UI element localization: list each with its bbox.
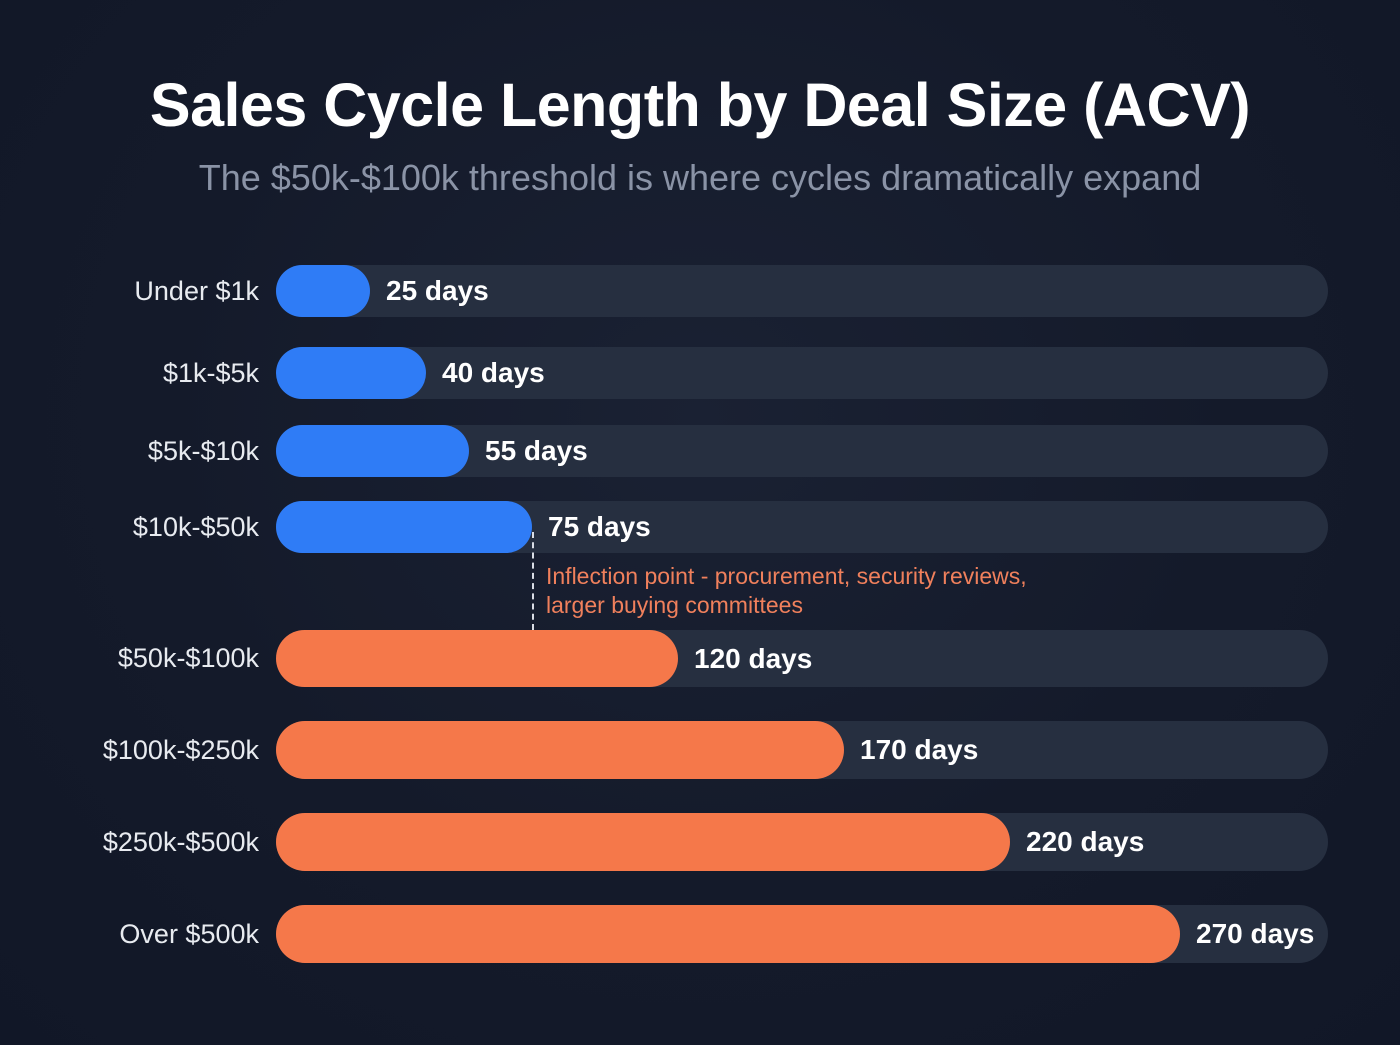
chart-title: Sales Cycle Length by Deal Size (ACV) — [149, 71, 1251, 139]
bar-row: $1k-$5k 40 days — [0, 347, 1400, 399]
bar-row: $5k-$10k 55 days — [0, 425, 1400, 477]
category-label: $1k-$5k — [162, 357, 259, 388]
bar — [276, 265, 370, 317]
category-label: $100k-$250k — [102, 734, 259, 765]
bar — [276, 347, 426, 399]
value-label: 25 days — [386, 275, 489, 306]
bar — [276, 501, 532, 553]
value-label: 270 days — [1196, 918, 1315, 949]
bar — [276, 630, 678, 687]
category-label: $5k-$10k — [147, 435, 259, 466]
chart-subtitle: The $50k-$100k threshold is where cycles… — [198, 157, 1202, 198]
bar — [276, 905, 1180, 963]
bar — [276, 425, 469, 477]
value-label: 40 days — [442, 357, 545, 388]
value-label: 170 days — [860, 734, 979, 765]
bar — [276, 721, 844, 779]
inflection-annotation: Inflection point - procurement, security… — [546, 562, 1027, 620]
bar-row: $100k-$250k 170 days — [0, 721, 1400, 779]
category-label: Over $500k — [119, 918, 259, 949]
category-label: $250k-$500k — [102, 826, 259, 857]
value-label: 75 days — [548, 511, 651, 542]
annotation-line-1: Inflection point - procurement, security… — [546, 563, 1027, 589]
bar-row: $10k-$50k 75 days — [0, 501, 1400, 553]
inflection-dashed-line — [532, 532, 534, 630]
bar — [276, 813, 1010, 871]
bar-row: Under $1k 25 days — [0, 265, 1400, 317]
bar-row: Over $500k 270 days — [0, 905, 1400, 963]
value-label: 55 days — [485, 435, 588, 466]
category-label: $10k-$50k — [132, 511, 259, 542]
annotation-line-2: larger buying committees — [546, 592, 803, 618]
bar-track — [276, 265, 1328, 317]
category-label: Under $1k — [134, 275, 259, 306]
value-label: 220 days — [1026, 826, 1145, 857]
bar-track — [276, 347, 1328, 399]
bar-row: $50k-$100k 120 days — [0, 630, 1400, 687]
category-label: $50k-$100k — [117, 643, 259, 673]
value-label: 120 days — [694, 642, 813, 674]
bar-row: $250k-$500k 220 days — [0, 813, 1400, 871]
